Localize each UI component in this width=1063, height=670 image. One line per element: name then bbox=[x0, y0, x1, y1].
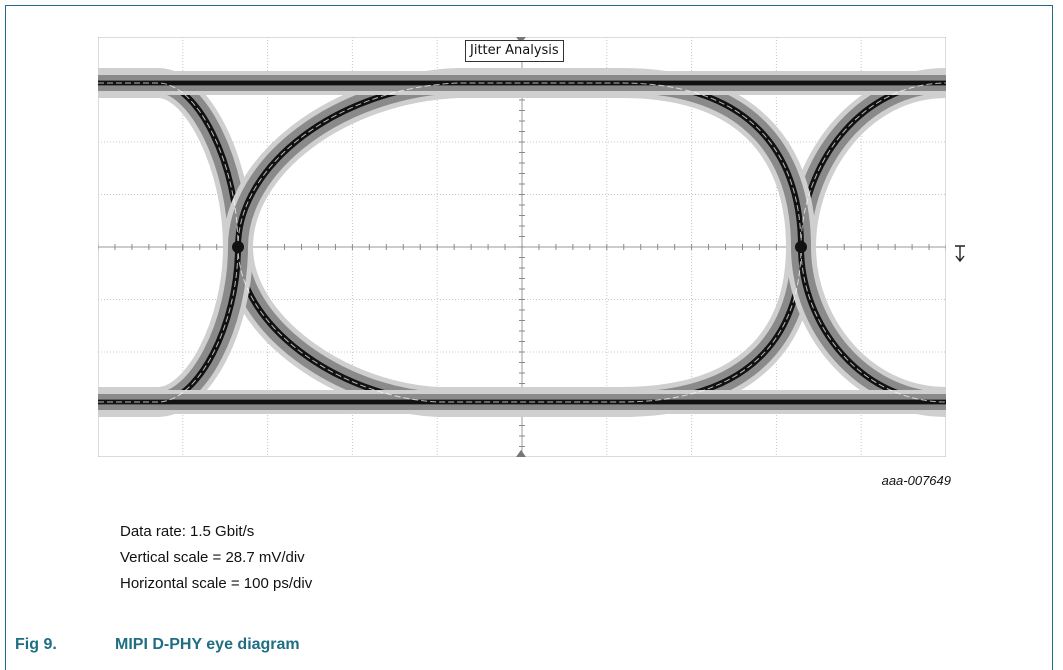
eye-crossing-left bbox=[232, 241, 244, 253]
measurement-notes: Data rate: 1.5 Gbit/s Vertical scale = 2… bbox=[120, 519, 312, 597]
eye-trace-highlight bbox=[98, 82, 946, 403]
bottom-marker-icon bbox=[516, 450, 526, 457]
trigger-level-icon bbox=[953, 243, 967, 269]
eye-crossing-right bbox=[795, 241, 807, 253]
data-rate: Data rate: 1.5 Gbit/s bbox=[120, 523, 255, 540]
figure-frame bbox=[5, 5, 1053, 670]
figure-title: MIPI D-PHY eye diagram bbox=[115, 636, 300, 653]
scope-title: Jitter Analysis bbox=[465, 40, 564, 62]
horizontal-scale: Horizontal scale = 100 ps/div bbox=[120, 575, 313, 592]
eye-trace-highlight bbox=[98, 82, 946, 403]
figure-caption: Fig 9. MIPI D-PHY eye diagram bbox=[15, 636, 300, 654]
eye-diagram-svg bbox=[98, 37, 946, 457]
figure-id: aaa-007649 bbox=[881, 473, 951, 488]
figure-number: Fig 9. bbox=[15, 636, 57, 653]
eye-traces bbox=[98, 68, 946, 417]
vertical-scale: Vertical scale = 28.7 mV/div bbox=[120, 549, 305, 566]
eye-diagram-plot bbox=[98, 37, 946, 457]
